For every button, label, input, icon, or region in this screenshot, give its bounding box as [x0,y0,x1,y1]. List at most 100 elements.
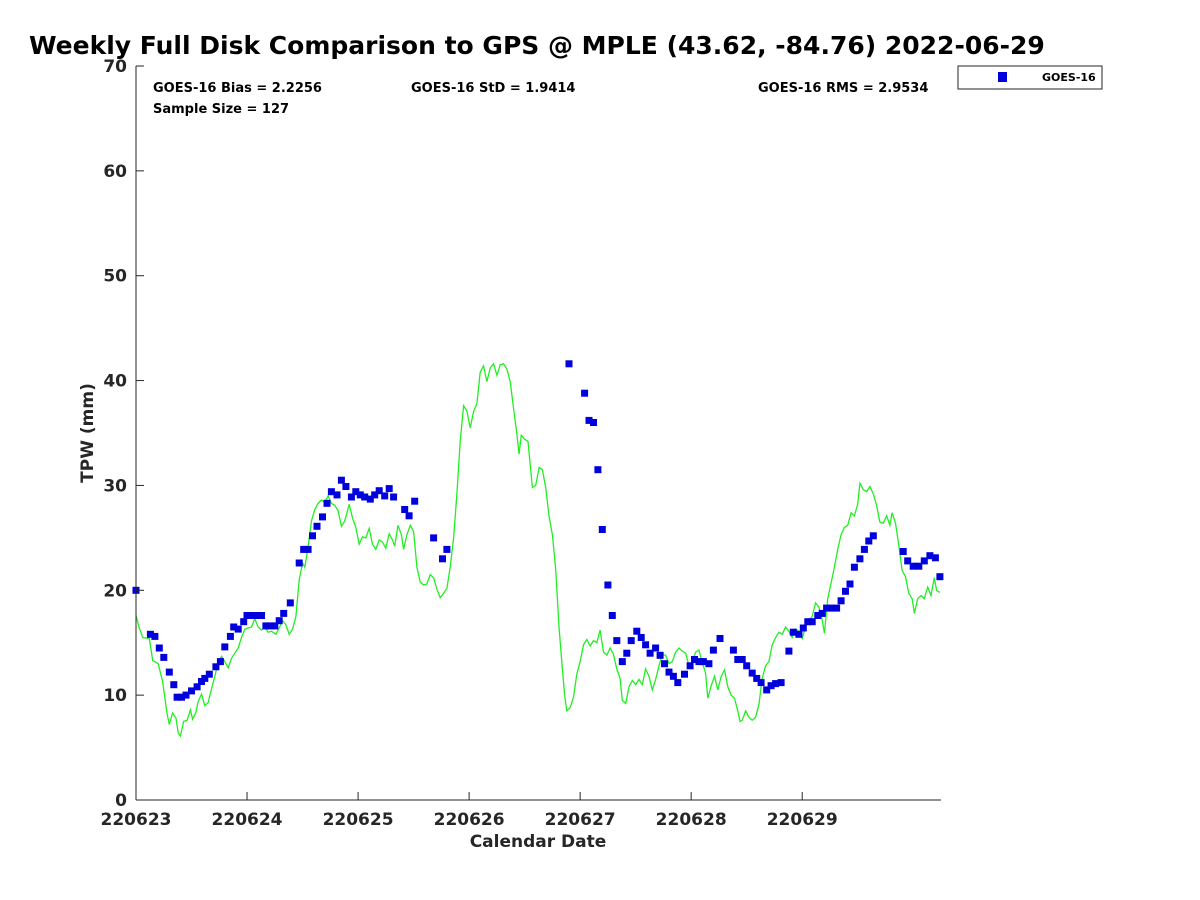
data-point-goes16 [253,612,261,619]
data-point-goes16 [371,491,379,499]
data-point-goes16 [738,656,746,663]
data-point-goes16 [313,522,321,530]
x-tick-label: 220626 [434,810,505,830]
legend-box [957,65,1103,90]
data-point-goes16 [226,632,234,640]
y-tick-label: 40 [103,372,127,392]
x-tick-label: 220624 [212,810,283,830]
data-point-goes16 [734,656,742,663]
data-point-goes16 [909,562,917,570]
data-point-goes16 [669,672,677,680]
data-point-goes16 [772,680,780,688]
data-point-goes16 [598,526,606,533]
data-point-goes16 [837,597,845,605]
data-point-goes16 [808,618,816,626]
data-point-goes16 [375,487,383,495]
data-point-goes16 [401,506,409,513]
data-point-goes16 [333,491,341,499]
data-point-goes16 [686,662,694,670]
x-tick-label: 220625 [323,810,394,830]
data-point-goes16 [827,604,835,612]
data-point-goes16 [594,466,602,474]
data-point-goes16 [613,637,621,645]
data-point-goes16 [258,612,265,619]
stat-sample-size: Sample Size = 127 [153,102,289,117]
data-point-goes16 [623,649,631,657]
data-point-goes16 [216,658,224,666]
data-point-goes16 [266,622,274,630]
legend-marker-goes16 [998,72,1007,82]
data-point-goes16 [646,649,654,657]
data-point-goes16 [814,612,822,619]
data-point-goes16 [173,693,181,701]
data-point-goes16 [920,557,928,565]
data-point-goes16 [366,495,374,503]
data-point-goes16 [789,628,797,636]
data-point-goes16 [243,612,251,619]
data-point-goes16 [234,625,242,633]
data-point-goes16 [665,668,673,676]
data-point-goes16 [716,635,724,642]
y-tick-label: 10 [103,686,127,706]
data-point-goes16 [337,476,345,484]
data-point-goes16 [926,552,934,560]
data-point-goes16 [356,491,364,499]
data-point-goes16 [681,670,688,678]
data-point-goes16 [757,679,765,687]
y-tick-label: 0 [115,791,127,811]
stat-bias: GOES-16 Bias = 2.2256 [153,81,322,96]
data-point-goes16 [390,493,398,501]
data-point-goes16 [585,416,593,424]
legend: GOES-16 [957,65,1103,90]
data-point-goes16 [705,660,713,668]
data-point-goes16 [753,674,761,682]
data-point-goes16 [748,669,756,677]
data-point-goes16 [804,618,812,626]
data-point-goes16 [674,679,682,687]
data-point-goes16 [178,693,185,701]
data-point-goes16 [936,573,944,581]
data-point-goes16 [352,488,360,496]
stat-rms: GOES-16 RMS = 2.9534 [758,81,928,96]
x-tick-label: 220623 [101,810,172,830]
data-point-goes16 [323,499,331,507]
data-point-goes16 [443,545,451,553]
data-point-goes16 [833,604,841,612]
data-point-goes16 [931,554,939,562]
data-point-goes16 [846,580,854,588]
data-point-goes16 [201,674,209,682]
data-point-goes16 [860,545,868,553]
data-point-goes16 [405,512,413,520]
data-point-goes16 [262,622,270,630]
data-point-goes16 [865,537,873,545]
data-point-goes16 [300,545,308,553]
data-point-goes16 [856,555,864,563]
data-point-goes16 [151,632,159,640]
data-point-goes16 [904,557,912,565]
data-point-goes16 [361,493,369,501]
data-point-goes16 [661,660,668,668]
data-point-goes16 [385,485,393,493]
data-point-goes16 [795,630,803,638]
data-point-goes16 [767,682,775,690]
data-point-goes16 [729,646,737,654]
data-point-goes16 [691,656,698,663]
data-point-goes16 [165,668,173,676]
y-tick-label: 70 [103,57,127,77]
data-point-goes16 [319,513,326,521]
y-tick-label: 60 [103,162,127,182]
data-point-goes16 [618,658,626,666]
data-point-goes16 [309,532,316,540]
data-point-goes16 [869,532,877,540]
data-point-goes16 [286,599,294,607]
x-axis-label: Calendar Date [470,832,607,852]
data-point-goes16 [590,419,597,426]
data-point-goes16 [656,651,664,659]
data-point-goes16 [627,637,635,645]
data-point-goes16 [146,630,154,638]
data-point-goes16 [381,492,389,500]
legend-label-goes16: GOES-16 [1042,71,1096,84]
data-point-goes16 [240,618,248,626]
data-point-goes16 [743,662,751,670]
